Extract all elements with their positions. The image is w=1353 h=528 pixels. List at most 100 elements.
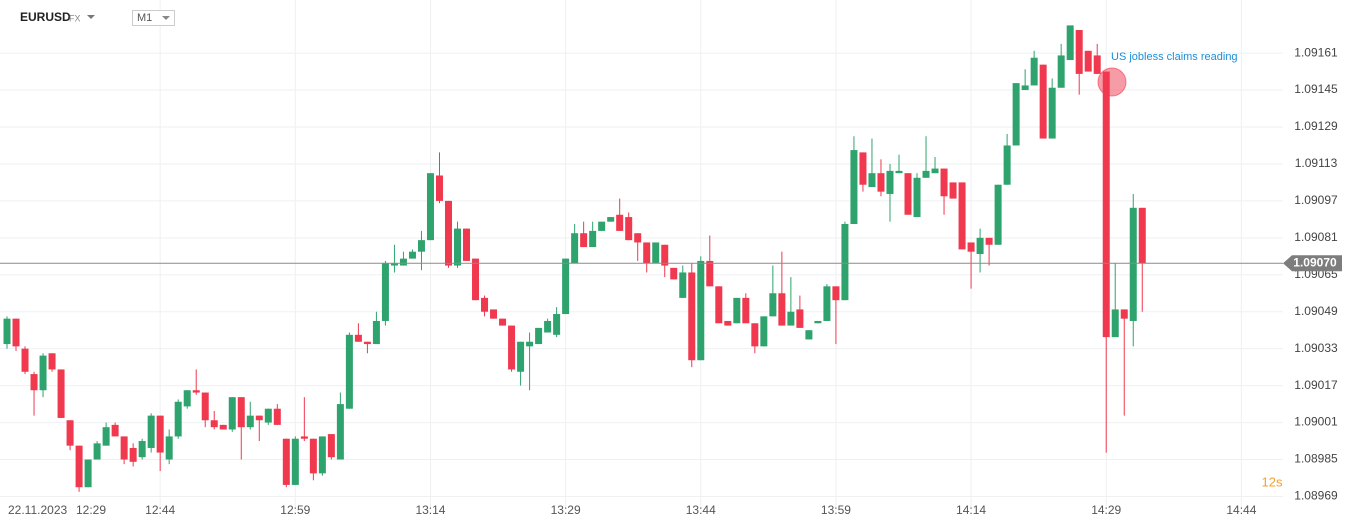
candle-body: [1057, 55, 1065, 88]
candle-body: [363, 341, 371, 345]
candle-body: [201, 392, 209, 421]
market: FX: [69, 13, 81, 23]
candle-body: [1138, 207, 1146, 264]
y-tick-label: 1.09145: [1294, 82, 1338, 96]
symbol[interactable]: EURUSD: [20, 10, 71, 24]
candle-body: [138, 441, 146, 458]
candle-body: [48, 353, 56, 370]
timeframe-dropdown-arrow[interactable]: [162, 16, 170, 20]
candle-body: [931, 168, 939, 174]
symbol-dropdown-arrow[interactable]: [87, 15, 95, 19]
candle-body: [246, 415, 254, 428]
candle-body: [544, 320, 552, 333]
candle-body: [93, 443, 101, 460]
timeframe[interactable]: M1: [137, 12, 152, 24]
current-price-label: 1.09070: [1293, 255, 1337, 269]
candle-body: [697, 260, 705, 361]
candle-body: [444, 200, 452, 266]
y-tick-label: 1.09033: [1294, 341, 1338, 355]
candle-body: [976, 237, 984, 254]
candle-body: [417, 240, 425, 252]
candle-body: [706, 260, 714, 287]
candle-body: [3, 318, 11, 345]
candle-body: [463, 228, 471, 261]
candle-body: [102, 427, 110, 446]
candle-body: [958, 182, 966, 250]
candle-body: [300, 436, 308, 439]
candle-body: [219, 424, 227, 430]
x-tick-label: 12:59: [280, 503, 310, 517]
candle-body: [1012, 83, 1020, 146]
candle-body: [165, 436, 173, 460]
candle-body: [1003, 145, 1011, 185]
y-tick-label: 1.08969: [1294, 489, 1338, 503]
y-tick-label: 1.09113: [1295, 156, 1338, 170]
candle-body: [823, 286, 831, 321]
candle-body: [399, 258, 407, 266]
candle-body: [318, 436, 326, 474]
candle-body: [679, 272, 687, 298]
candle-body: [21, 348, 29, 372]
candle-body: [661, 244, 669, 266]
candle-body: [1039, 64, 1047, 139]
candle-body: [499, 318, 507, 326]
candle-body: [994, 184, 1002, 245]
candle-body: [643, 242, 651, 264]
candle-body: [715, 286, 723, 324]
candle-body: [408, 251, 416, 259]
candle-body: [120, 436, 128, 460]
candle-body: [354, 334, 362, 342]
candle-body: [670, 267, 678, 280]
candle-body: [1021, 85, 1029, 91]
countdown: 12s: [1262, 474, 1283, 489]
x-tick-label: 14:14: [956, 503, 986, 517]
y-tick-label: 1.09017: [1294, 378, 1338, 392]
candle-body: [922, 170, 930, 178]
candle-body: [327, 434, 335, 458]
candle-body: [174, 401, 182, 437]
candle-body: [372, 320, 380, 345]
candle-body: [616, 214, 624, 231]
candle-body: [940, 168, 948, 197]
candle-body: [345, 334, 353, 409]
candle-body: [841, 223, 849, 301]
candle-body: [1030, 57, 1038, 86]
candle-body: [1075, 30, 1083, 74]
candle-body: [886, 170, 894, 194]
y-tick-label: 1.09049: [1294, 304, 1338, 318]
candle-body: [850, 150, 858, 224]
candle-body: [895, 170, 903, 174]
candle-body: [30, 374, 38, 391]
candle-body: [589, 230, 597, 248]
timeframe-box[interactable]: [132, 10, 175, 26]
candle-body: [625, 217, 633, 241]
candle-body: [129, 447, 137, 462]
candle-body: [688, 272, 696, 361]
candle-body: [1129, 207, 1137, 321]
x-tick-label: 14:44: [1226, 503, 1256, 517]
candle-body: [291, 438, 299, 485]
candle-body: [255, 415, 263, 421]
candle-body: [778, 293, 786, 326]
y-tick-label: 1.09129: [1294, 119, 1338, 133]
candle-body: [381, 263, 389, 321]
date-label: 22.11.2023: [8, 503, 67, 517]
event-marker[interactable]: [1097, 67, 1127, 97]
annotation: US jobless claims reading: [1111, 51, 1238, 63]
candle-body: [336, 404, 344, 460]
candle-body: [760, 316, 768, 347]
candle-body: [264, 408, 272, 423]
candle-body: [1048, 87, 1056, 139]
candle-body: [868, 173, 876, 188]
candle-body: [454, 228, 462, 266]
candle-body: [634, 233, 642, 243]
candle-body: [805, 330, 813, 340]
candle-body: [309, 438, 317, 474]
candle-body: [1084, 50, 1092, 72]
candle-body: [228, 397, 236, 430]
candle-body: [210, 420, 218, 428]
candle-body: [426, 173, 434, 241]
candle-body: [84, 459, 92, 488]
candle-body: [742, 297, 750, 324]
